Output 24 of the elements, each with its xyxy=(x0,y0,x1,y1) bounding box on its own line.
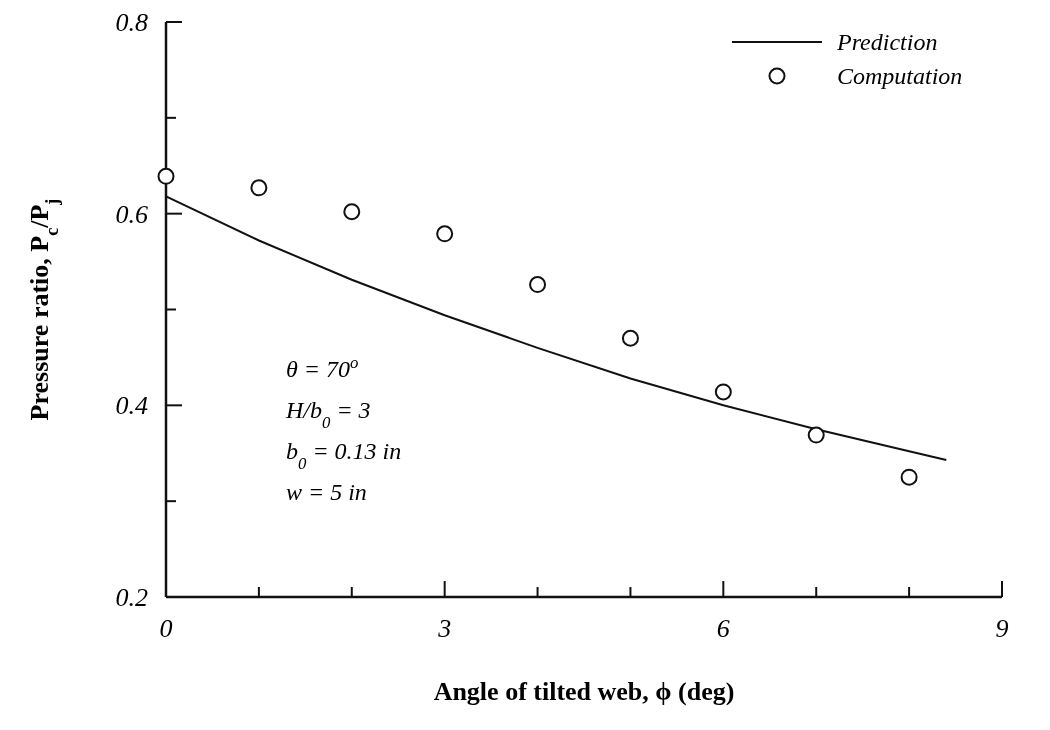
point xyxy=(807,426,825,444)
y-tick-label: 0.4 xyxy=(115,391,148,421)
legend-label: Prediction xyxy=(836,29,938,56)
x-tick-label: 9 xyxy=(995,614,1009,643)
annotation: θ = 70$^{o}$ xyxy=(286,352,359,382)
y-tick-label: 0.8 xyxy=(115,8,148,38)
point xyxy=(621,329,639,347)
x-tick-label: 0 xyxy=(159,614,173,643)
annotation: H/b$_{0}$ = 3 xyxy=(285,397,371,432)
point xyxy=(529,276,547,294)
point xyxy=(436,225,454,243)
point xyxy=(714,383,732,401)
point xyxy=(900,468,918,486)
y-tick-label: 0.6 xyxy=(115,199,148,229)
y-tick-label: 0.2 xyxy=(115,583,148,613)
x-tick-label: 6 xyxy=(716,614,730,643)
x-axis-title: Angle of tilted web, ϕ (deg) xyxy=(433,677,735,706)
point xyxy=(343,203,361,221)
annotation: w = 5 in xyxy=(286,479,367,505)
point xyxy=(157,167,175,185)
annotation: b$_{0}$ = 0.13 in xyxy=(286,438,402,473)
legend-label: Computation xyxy=(837,63,963,90)
point xyxy=(250,179,268,197)
x-tick-label: 3 xyxy=(437,614,452,643)
